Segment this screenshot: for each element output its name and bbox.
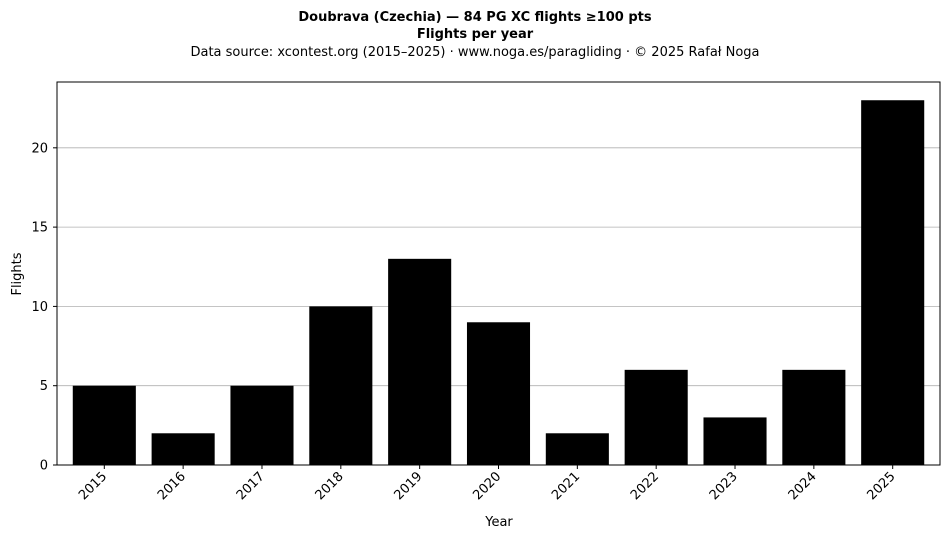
- y-tick-label: 0: [40, 459, 48, 474]
- bar-2015: [72, 385, 136, 465]
- bar-2020: [466, 322, 531, 465]
- y-tick-label: 5: [40, 379, 48, 394]
- bar-2017: [230, 385, 294, 465]
- x-tick-label: 2022: [628, 469, 662, 503]
- chart-title: Doubrava (Czechia) — 84 PG XC flights ≥1…: [298, 10, 651, 25]
- bar-2018: [309, 306, 373, 465]
- x-axis-ticks: 2015 2016 2017 2018 2019 2020 2021 2022 2023 2024…: [76, 465, 899, 503]
- bar-2025: [861, 100, 925, 465]
- x-tick-label: 2018: [313, 469, 347, 503]
- bar-2022: [624, 369, 688, 465]
- bar-2024: [782, 369, 846, 465]
- y-axis-ticks: 0 5 10 15 20: [31, 141, 57, 474]
- x-axis-label: Year: [484, 515, 513, 530]
- y-axis-label: Flights: [10, 252, 25, 295]
- y-tick-label: 20: [31, 141, 48, 156]
- bar-2021: [545, 433, 609, 465]
- x-tick-label: 2019: [391, 469, 425, 503]
- bars: [72, 100, 925, 465]
- chart-subtitle: Data source: xcontest.org (2015–2025) · …: [190, 45, 759, 60]
- bar-2016: [151, 433, 215, 465]
- x-tick-label: 2015: [76, 469, 110, 503]
- bar-2023: [703, 417, 767, 465]
- x-tick-label: 2017: [234, 469, 268, 503]
- x-tick-label: 2020: [470, 469, 504, 503]
- x-tick-label: 2023: [707, 469, 741, 503]
- x-tick-label: 2024: [786, 469, 820, 503]
- chart-title-line2: Flights per year: [417, 27, 534, 42]
- x-tick-label: 2025: [865, 469, 899, 503]
- bar-2019: [388, 258, 452, 465]
- x-tick-label: 2016: [155, 469, 189, 503]
- x-tick-label: 2021: [549, 469, 583, 503]
- y-tick-label: 15: [31, 221, 48, 236]
- y-tick-label: 10: [31, 300, 48, 315]
